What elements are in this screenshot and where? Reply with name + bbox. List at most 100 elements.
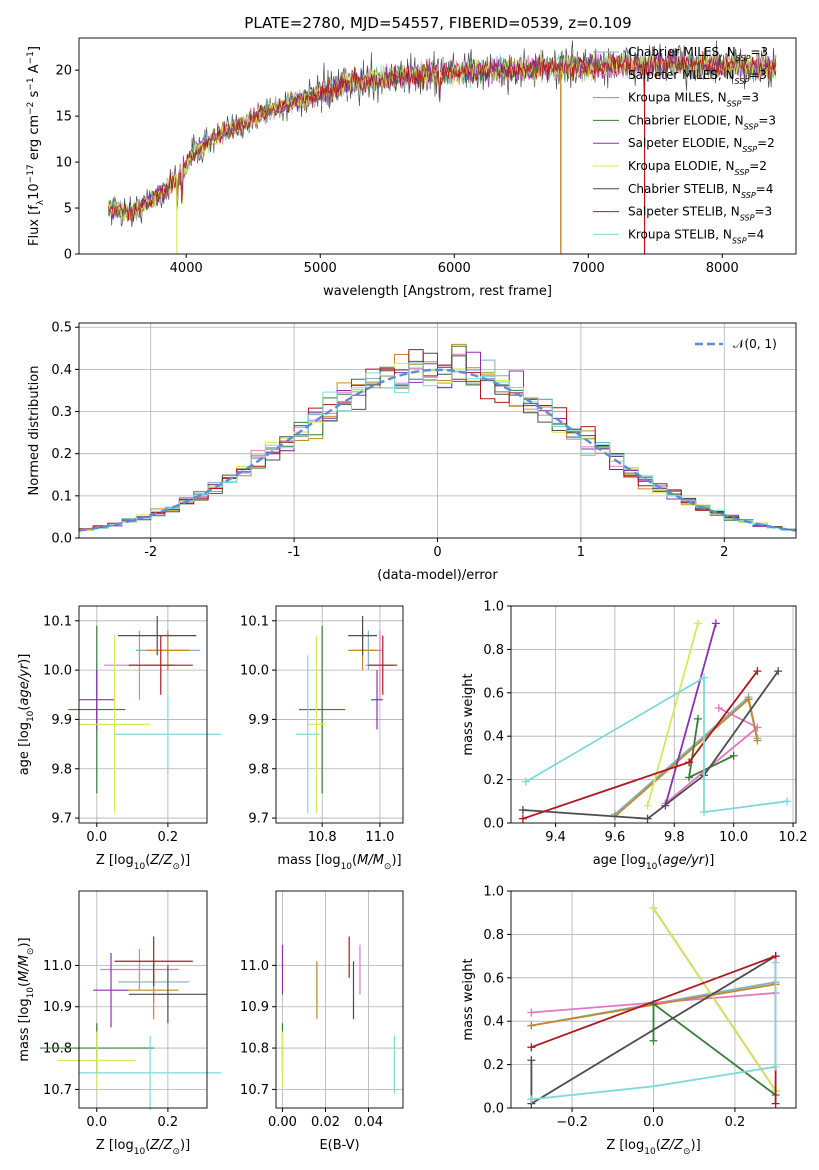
x-tick-label: 6000 bbox=[438, 261, 471, 276]
axes-frame bbox=[510, 890, 797, 1109]
x-tick-label: 10.8 bbox=[308, 830, 337, 845]
y-tick-label: 5 bbox=[64, 202, 72, 217]
x-axis-label: Z [log10(Z/Z⊙)] bbox=[96, 1138, 190, 1157]
x-tick-label: -2 bbox=[144, 545, 157, 560]
y-tick-label: 0.6 bbox=[483, 686, 504, 701]
y-tick-label: 9.7 bbox=[248, 812, 269, 827]
y-tick-label: 10.9 bbox=[240, 1000, 269, 1015]
series-marker bbox=[518, 805, 527, 814]
axes-residuals: -2 -1 0 1 2 0.0 0.1 0.2 0.3 0.4 0.5 (data-model)/er… bbox=[27, 321, 797, 583]
y-tick-label: 0.6 bbox=[483, 971, 504, 986]
axes-age_vs_Z: 0.0 0.2 9.7 9.8 9.9 10.0 10.1 Z [log10(Z/Z⊙)] ag… bbox=[17, 605, 222, 872]
x-axis-label: (data-model)/error bbox=[377, 568, 498, 583]
series-marker bbox=[527, 1008, 536, 1017]
y-tick-label: 9.9 bbox=[51, 713, 72, 728]
series-marker bbox=[753, 736, 762, 745]
x-tick-label: 0 bbox=[433, 545, 441, 560]
series-marker bbox=[527, 1043, 536, 1052]
x-tick-label: 5000 bbox=[304, 261, 337, 276]
series-marker bbox=[694, 714, 703, 723]
series-marker bbox=[521, 777, 530, 786]
legend-entry: 𝒩(0, 1) bbox=[733, 337, 777, 351]
y-tick-label: 0.2 bbox=[483, 773, 504, 788]
y-tick-label: 11.0 bbox=[240, 959, 269, 974]
y-axis-label: mass [log10(M/M⊙)] bbox=[17, 937, 36, 1061]
x-tick-label: 11.0 bbox=[365, 830, 394, 845]
legend: Chabrier MILES, NSSP=3 Salpeter MILES, NS… bbox=[593, 45, 776, 245]
series-marker bbox=[774, 667, 783, 676]
y-axis-label: mass weight bbox=[461, 673, 476, 755]
series-marker bbox=[685, 773, 694, 782]
y-tick-label: 0.5 bbox=[51, 321, 72, 336]
series-marker bbox=[753, 667, 762, 676]
y-tick-label: 0.0 bbox=[483, 1102, 504, 1117]
series-marker bbox=[685, 758, 694, 767]
legend-entry: Chabrier MILES, NSSP=3 bbox=[628, 45, 768, 63]
y-tick-label: 0.0 bbox=[51, 532, 72, 547]
series-marker bbox=[744, 695, 753, 704]
series-marker bbox=[527, 1056, 536, 1065]
y-tick-label: 10.8 bbox=[43, 1042, 72, 1057]
y-tick-label: 9.9 bbox=[248, 713, 269, 728]
series-marker bbox=[729, 751, 738, 760]
x-axis-label: mass [log10(M/M⊙)] bbox=[277, 853, 401, 872]
series-marker bbox=[771, 958, 780, 967]
y-tick-label: 10.8 bbox=[240, 1042, 269, 1057]
y-tick-label: 0.3 bbox=[51, 405, 72, 420]
x-axis-label: wavelength [Angstrom, rest frame] bbox=[323, 284, 552, 299]
x-tick-label: 0.0 bbox=[86, 830, 107, 845]
y-tick-label: 1.0 bbox=[483, 600, 504, 615]
y-tick-label: 0.2 bbox=[483, 1058, 504, 1073]
x-tick-label: 10.0 bbox=[719, 830, 748, 845]
x-tick-label: 0.2 bbox=[158, 830, 179, 845]
legend-entry: Salpeter ELODIE, NSSP=2 bbox=[628, 136, 775, 154]
series-marker bbox=[699, 673, 708, 682]
legend-entry: Chabrier STELIB, NSSP=4 bbox=[628, 182, 773, 200]
series-line bbox=[525, 676, 788, 814]
series-marker bbox=[699, 808, 708, 817]
axes-frame bbox=[78, 322, 797, 539]
y-tick-label: 10.7 bbox=[43, 1083, 72, 1098]
x-tick-label: 0.0 bbox=[643, 1115, 664, 1130]
series-marker bbox=[783, 797, 792, 806]
axes-frame bbox=[510, 605, 797, 824]
x-tick-label: 0.02 bbox=[311, 1115, 340, 1130]
y-axis-label: Flux [fλ10−17 erg cm−2 s−1 A−1] bbox=[26, 46, 46, 246]
legend-entry: Kroupa STELIB, NSSP=4 bbox=[628, 227, 764, 245]
series-line bbox=[652, 1002, 777, 1096]
x-tick-label: 0.2 bbox=[725, 1115, 746, 1130]
x-tick-label: 1 bbox=[577, 545, 585, 560]
y-tick-label: 9.8 bbox=[248, 762, 269, 777]
x-axis-label: E(B-V) bbox=[319, 1138, 359, 1153]
series-line bbox=[664, 623, 717, 806]
x-tick-label: -1 bbox=[288, 545, 301, 560]
hist-step-salpeter-stelib bbox=[79, 349, 796, 531]
y-tick-label: 10.1 bbox=[240, 614, 269, 629]
x-tick-label: 0.0 bbox=[86, 1115, 107, 1130]
y-tick-label: 9.7 bbox=[51, 812, 72, 827]
y-tick-label: 20 bbox=[55, 64, 72, 79]
y-axis-label: Normed distribution bbox=[27, 366, 42, 496]
y-tick-label: 0.2 bbox=[51, 447, 72, 462]
x-axis-label: Z [log10(Z/Z⊙)] bbox=[606, 1138, 700, 1157]
x-tick-label: 2 bbox=[720, 545, 728, 560]
y-tick-label: 0.8 bbox=[483, 643, 504, 658]
x-tick-label: 4000 bbox=[170, 261, 203, 276]
axes-weight_vs_Z: −0.2 0.0 0.2 0.0 0.2 0.4 0.6 0.8 1.0 Z [log10(Z/Z… bbox=[461, 885, 797, 1157]
axes-frame bbox=[78, 890, 208, 1109]
series-marker bbox=[694, 619, 703, 628]
y-tick-label: 0.4 bbox=[483, 1015, 504, 1030]
axes-frame bbox=[78, 605, 208, 824]
hist-step-chabrier-stelib bbox=[79, 352, 796, 531]
series-marker bbox=[518, 814, 527, 823]
y-tick-label: 0.0 bbox=[483, 817, 504, 832]
y-tick-label: 10 bbox=[55, 156, 72, 171]
y-tick-label: 0 bbox=[64, 248, 72, 263]
x-axis-label: Z [log10(Z/Z⊙)] bbox=[96, 853, 190, 872]
y-tick-label: 0.8 bbox=[483, 928, 504, 943]
series-line bbox=[531, 962, 777, 1101]
series-marker bbox=[711, 619, 720, 628]
series-marker bbox=[527, 1095, 536, 1104]
y-tick-label: 9.8 bbox=[51, 762, 72, 777]
